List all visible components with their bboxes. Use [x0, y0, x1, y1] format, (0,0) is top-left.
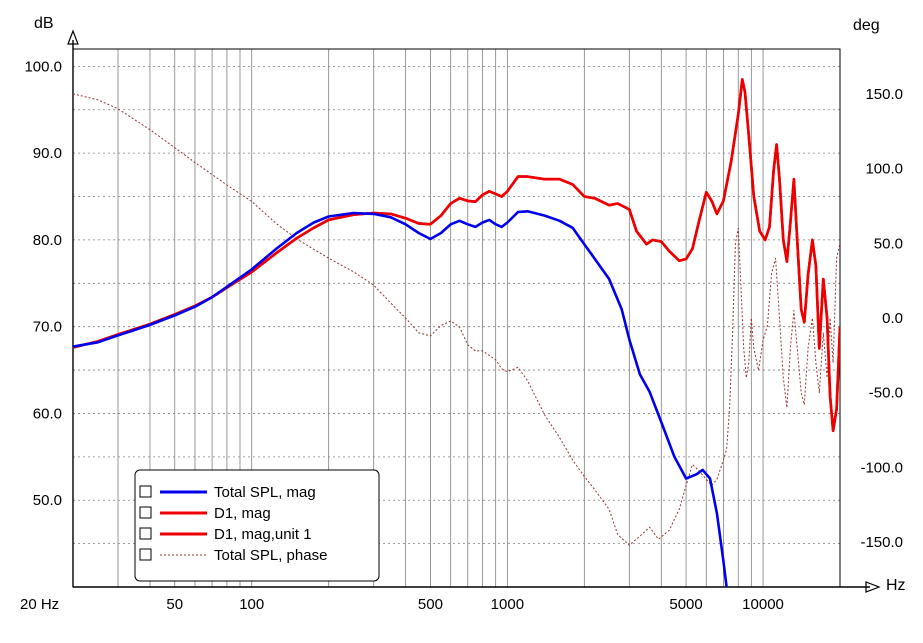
- plot-grid: [73, 49, 840, 587]
- series-line: [73, 93, 840, 546]
- x-tick-labels: 20 Hz 50 100 500 1000 5000 10000: [20, 596, 784, 613]
- left-axis-unit: dB: [34, 15, 54, 32]
- legend-label: D1, mag,unit 1: [214, 526, 312, 543]
- legend-checkbox[interactable]: [139, 548, 152, 561]
- legend-checkbox[interactable]: [139, 527, 152, 540]
- y2-tick-label: 50.0: [874, 235, 903, 252]
- x-tick-label: 5000: [669, 596, 702, 613]
- legend-label: D1, mag: [214, 505, 271, 522]
- x-tick-label: 20 Hz: [20, 596, 59, 613]
- x-axis-unit: Hz: [886, 577, 906, 594]
- legend-box: [134, 469, 380, 582]
- legend-checkbox[interactable]: [139, 485, 152, 498]
- legend-label: Total SPL, mag: [214, 484, 316, 501]
- y2-tick-labels: 150.0 100.0 50.0 0.0 -50.0 -100.0 -150.0: [860, 86, 903, 551]
- x-tick-label: 1000: [491, 596, 524, 613]
- legend-label: Total SPL, phase: [214, 547, 327, 564]
- y2-tick-label: -150.0: [860, 534, 903, 551]
- y2-tick-label: -50.0: [869, 385, 903, 402]
- y-tick-label: 60.0: [33, 405, 62, 422]
- y2-tick-label: -100.0: [860, 459, 903, 476]
- y2-tick-label: 150.0: [865, 86, 903, 103]
- y-tick-label: 100.0: [24, 58, 62, 75]
- bottom-axis-arrow-icon: [865, 581, 881, 593]
- legend: Total SPL, mag D1, mag D1, mag,unit 1 Total…: [134, 469, 380, 582]
- series-curves: [73, 78, 840, 587]
- left-axis-arrow-icon: [67, 29, 79, 45]
- x-tick-label: 10000: [742, 596, 784, 613]
- x-tick-label: 50: [166, 596, 183, 613]
- y-tick-label: 70.0: [33, 319, 62, 336]
- series-line: [73, 78, 840, 433]
- y-tick-label: 80.0: [33, 232, 62, 249]
- series-line: [73, 210, 728, 587]
- x-tick-label: 500: [418, 596, 443, 613]
- legend-items: Total SPL, mag D1, mag D1, mag,unit 1 Total…: [139, 484, 327, 564]
- legend-checkbox[interactable]: [139, 506, 152, 519]
- y-tick-labels: 100.0 90.0 80.0 70.0 60.0 50.0: [24, 58, 62, 509]
- series-line: [73, 78, 840, 433]
- y-tick-label: 90.0: [33, 145, 62, 162]
- y2-tick-label: 100.0: [865, 161, 903, 178]
- y2-tick-label: 0.0: [882, 310, 903, 327]
- y-tick-label: 50.0: [33, 492, 62, 509]
- right-axis-unit: deg: [853, 17, 880, 34]
- x-tick-label: 100: [239, 596, 264, 613]
